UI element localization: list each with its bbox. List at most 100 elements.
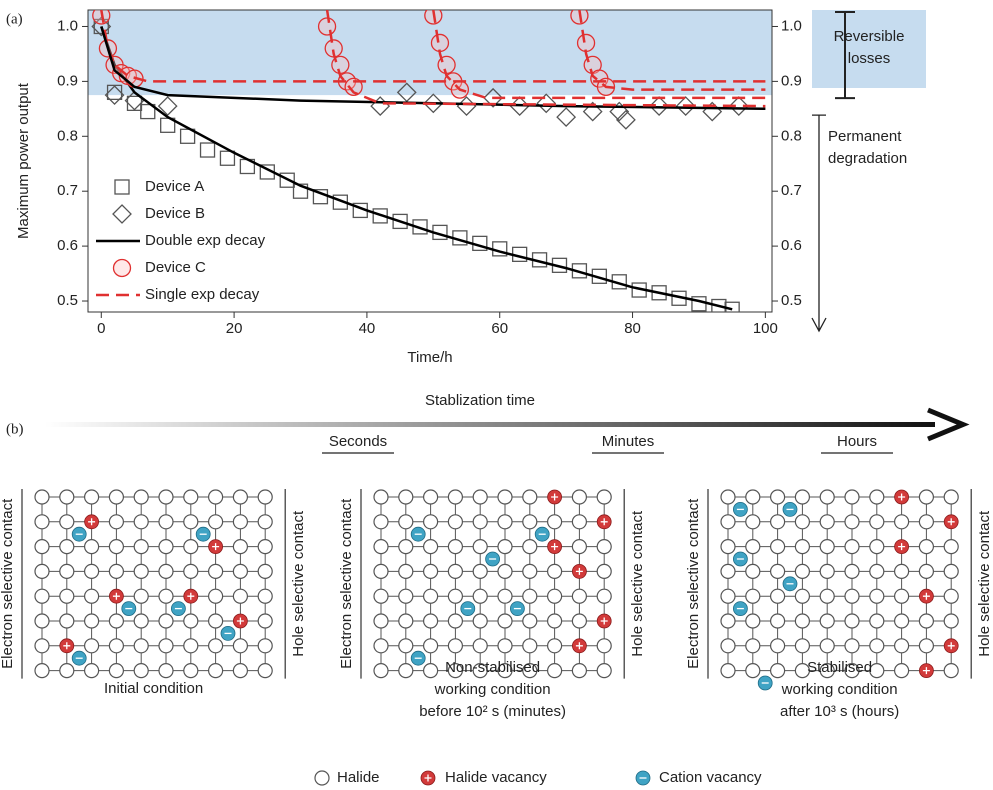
caption: after 10³ s (hours)	[780, 703, 899, 720]
halide	[844, 638, 860, 654]
diamond-marker	[396, 82, 417, 103]
halide	[232, 489, 248, 505]
halide	[257, 514, 273, 530]
halide	[133, 538, 149, 555]
halide	[522, 588, 538, 604]
halide	[158, 489, 174, 505]
halide	[183, 563, 199, 580]
halide	[819, 514, 835, 530]
halide	[472, 514, 488, 530]
halide	[893, 588, 910, 604]
y-tick-label: 0.5	[57, 292, 78, 309]
halide	[522, 538, 538, 555]
halide	[819, 662, 835, 679]
plus-sign	[551, 543, 559, 551]
halide	[571, 613, 588, 629]
halide	[472, 588, 488, 604]
plus-sign	[236, 617, 244, 625]
halide	[720, 638, 736, 654]
caption: Stabilised	[807, 659, 872, 676]
y-axis-label: Maximum power output	[15, 82, 32, 239]
halide	[208, 514, 224, 530]
square-marker	[126, 95, 143, 111]
halide	[918, 613, 935, 629]
fit-line	[432, 10, 766, 100]
panel-label: (b)	[6, 421, 24, 437]
halide	[83, 662, 100, 679]
halide	[158, 613, 174, 629]
halide	[158, 514, 174, 530]
halide	[769, 563, 786, 580]
x-tick-label: 20	[226, 320, 243, 337]
degradation-arrow	[811, 114, 827, 333]
halide	[571, 662, 588, 679]
halide	[720, 514, 736, 530]
y2-tick-label: 0.8	[781, 127, 802, 144]
halide	[373, 563, 389, 580]
halide	[398, 489, 414, 505]
halide	[208, 613, 224, 629]
halide	[893, 563, 910, 580]
circle-marker	[430, 33, 450, 53]
halide	[108, 538, 125, 555]
halide	[398, 662, 414, 679]
halide	[257, 563, 273, 580]
y2-tick-label: 1.0	[781, 17, 802, 34]
halide	[108, 514, 125, 530]
halide	[869, 489, 885, 505]
halide	[943, 662, 959, 679]
halide	[83, 538, 100, 555]
halide	[34, 489, 50, 505]
halide	[423, 538, 439, 555]
diamond-marker	[675, 96, 696, 117]
halide	[943, 563, 959, 580]
halide	[769, 613, 786, 629]
halide	[83, 613, 100, 629]
halide	[769, 514, 786, 530]
halide	[745, 662, 761, 679]
x-tick-label: 80	[624, 320, 641, 337]
halide	[869, 588, 885, 604]
diamond-marker	[104, 85, 125, 106]
time-arrowhead	[927, 407, 970, 442]
contact-label: Hole selective contact	[629, 510, 646, 657]
halide	[83, 489, 100, 505]
halide	[769, 588, 786, 604]
halide	[472, 662, 488, 679]
halide	[183, 514, 199, 530]
halide	[745, 588, 761, 604]
square-marker	[199, 142, 216, 158]
diamond-marker	[649, 96, 670, 117]
halide	[423, 638, 439, 654]
halide	[373, 489, 389, 505]
halide	[546, 588, 563, 604]
diamond-marker	[728, 96, 749, 117]
caption: working condition	[434, 681, 551, 698]
halide	[257, 662, 273, 679]
halide	[83, 638, 100, 654]
halide	[819, 613, 835, 629]
halide	[769, 638, 786, 654]
halide	[373, 514, 389, 530]
halide	[869, 613, 885, 629]
halide	[472, 638, 488, 654]
x-tick-label: 40	[359, 320, 376, 337]
legend-label: Device A	[145, 178, 204, 195]
halide	[497, 489, 513, 505]
fit-line	[325, 10, 766, 108]
halide	[59, 613, 75, 629]
halide	[59, 563, 75, 580]
halide	[447, 489, 463, 505]
halide	[208, 489, 224, 505]
square-marker	[93, 18, 109, 35]
halide	[472, 489, 488, 505]
halide	[232, 514, 248, 530]
halide	[522, 489, 538, 505]
halide	[373, 613, 389, 629]
caption: Initial condition	[104, 680, 203, 697]
halide	[720, 563, 736, 580]
legend-label: Halide	[337, 769, 380, 786]
diamond-marker	[112, 204, 132, 224]
halide	[497, 538, 513, 555]
halide	[720, 588, 736, 604]
